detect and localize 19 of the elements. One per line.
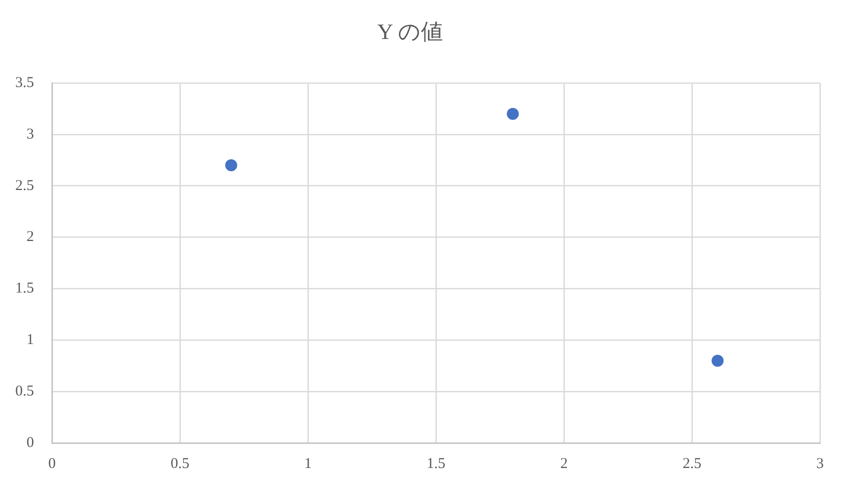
y-tick-label: 2 bbox=[26, 229, 34, 246]
y-tick-label: 0.5 bbox=[15, 384, 34, 400]
y-tick-label: 0 bbox=[26, 434, 34, 451]
x-tick-label: 1.5 bbox=[426, 456, 446, 472]
y-tick-label: 3 bbox=[26, 126, 34, 142]
point bbox=[712, 354, 724, 367]
x-tick-label: 0 bbox=[48, 456, 56, 472]
x-tick-label: 2 bbox=[560, 456, 568, 472]
x-tick-label: 3 bbox=[816, 456, 824, 472]
point bbox=[225, 159, 238, 172]
y-tick-label: 3.5 bbox=[15, 74, 34, 91]
y-tick-label: 1 bbox=[26, 332, 34, 348]
chart-title: Y の値 bbox=[377, 18, 443, 44]
y-tick-label: 2.5 bbox=[15, 178, 34, 194]
point bbox=[506, 108, 519, 120]
x-tick-label: 1 bbox=[304, 456, 312, 472]
x-tick-label: 2.5 bbox=[682, 456, 702, 472]
y-tick-label: 1.5 bbox=[15, 280, 34, 297]
x-tick-label: 0.5 bbox=[170, 456, 190, 472]
